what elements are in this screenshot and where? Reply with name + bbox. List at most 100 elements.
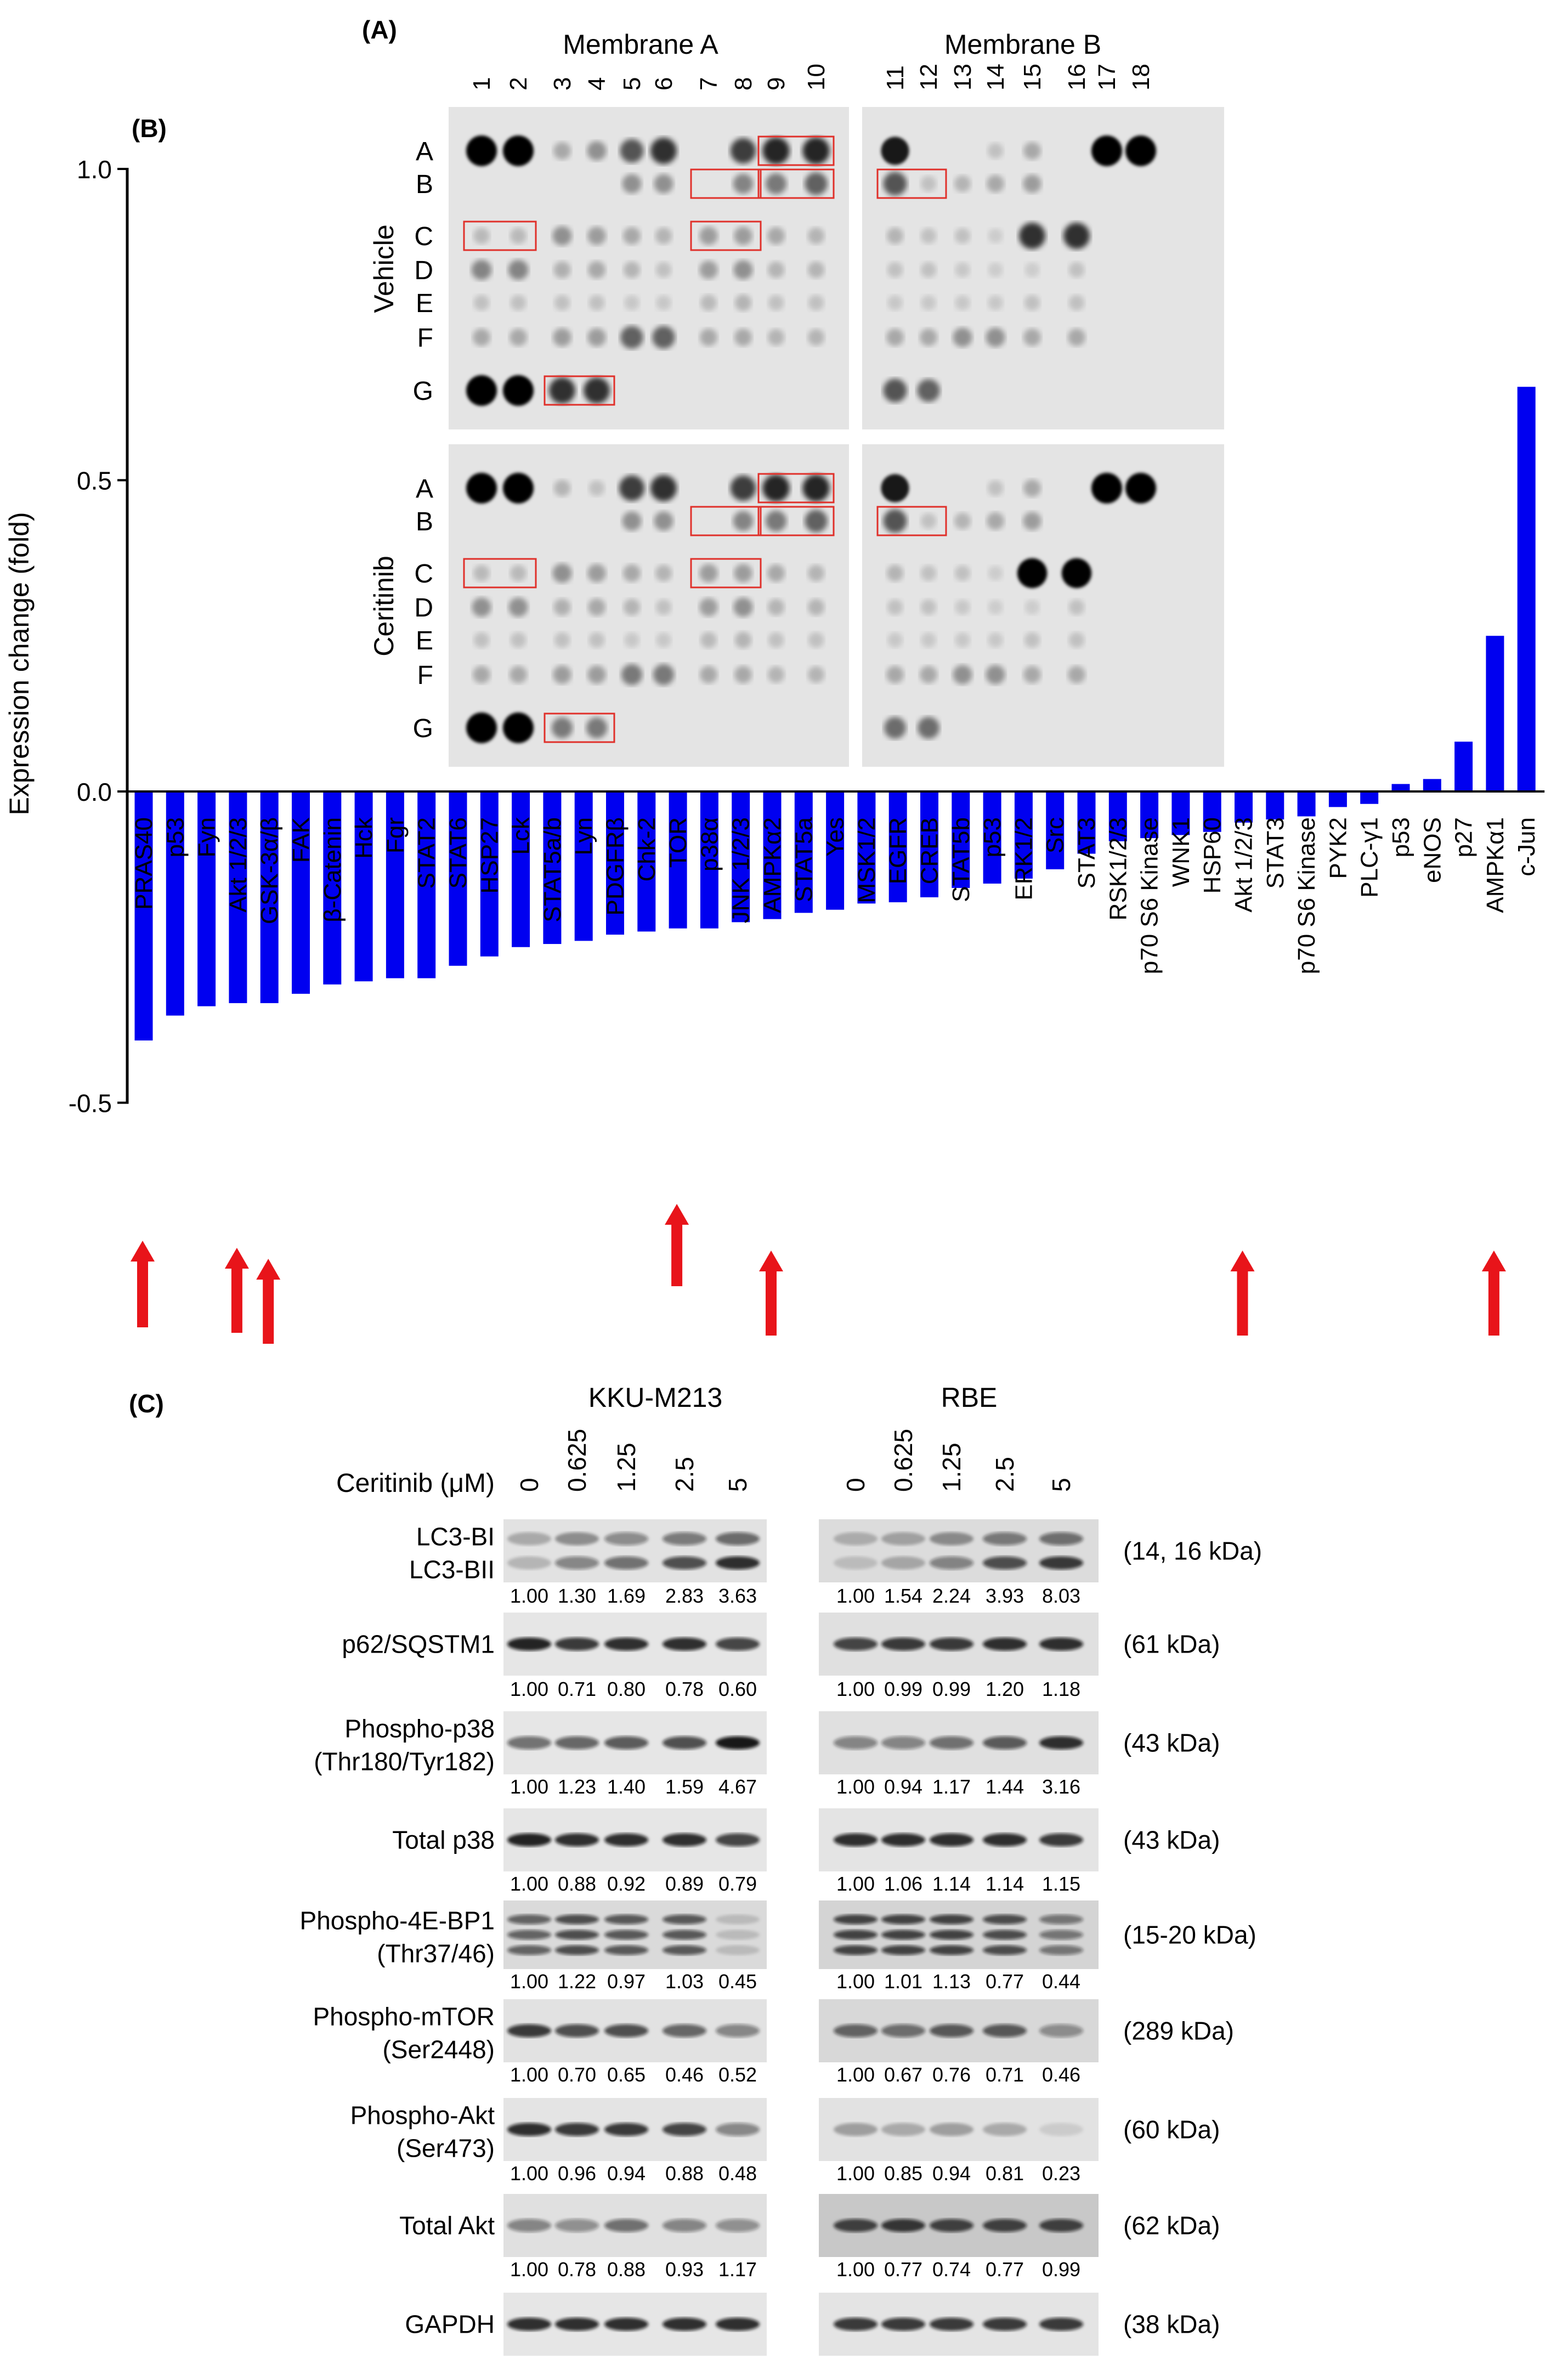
blot-label: (Ser473) [397,2134,495,2163]
membrane-b-ceritinib [862,444,1224,767]
ceritinib-dot [881,474,909,502]
blot-row-7: Total Akt 1.00 0.78 0.88 0.93 1.17 1.00 0.77 0.7… [399,2194,1220,2281]
band [716,1736,760,1750]
band [507,2024,551,2038]
band-value: 1.40 [607,1775,646,1798]
vehicle-dot [767,227,785,245]
ceritinib-dot [920,513,937,529]
bar-2 [197,791,216,1006]
vehicle-dot [768,295,784,311]
bar-41 [1423,779,1441,791]
bar-31 [1108,791,1127,841]
ceritinib-dot [986,665,1005,685]
band-value: 0.48 [718,2162,757,2185]
band-value: 1.13 [932,1970,971,1993]
band [834,1930,878,1940]
band-value: 0.46 [1042,2063,1080,2086]
x-tick-label-39: PLC-γ1 [1356,817,1383,898]
vehicle-dot [1063,223,1090,249]
vehicle-dot [987,143,1004,159]
concentration-label: 1.25 [937,1443,966,1492]
band [1039,2317,1083,2331]
bar-39 [1360,791,1379,804]
band [881,1930,925,1940]
x-tick-label-8: Fgr [382,817,409,853]
concentration-label: 0 [515,1478,544,1492]
arrow-up-icon [1230,1251,1255,1336]
x-tick-label-15: PDGFRβ [602,817,629,915]
vehicle-dot [510,295,527,311]
band [604,2219,648,2232]
panel-c-western-blots: KKU-M213 RBE Ceritinib (μM) 0 0.625 1.25 2.… [300,1382,1262,2356]
row-letter-G: G [413,714,433,743]
band [881,2123,925,2136]
band [555,1833,599,1847]
highlight-box [463,558,537,589]
vehicle-dot [733,173,754,194]
vehicle-dot [1125,135,1156,166]
row-letter-A: A [416,137,433,166]
blot-label: Phospho-4E-BP1 [300,1907,495,1935]
ceritinib-dot [553,479,571,497]
ceritinib-dot [988,632,1003,648]
membrane-b-title: Membrane B [944,29,1101,60]
row-letter-E: E [416,626,433,655]
band [983,1556,1027,1570]
x-tick-label-21: STAT5a [790,817,817,902]
bar-42 [1454,742,1473,791]
ceritinib-dot [883,509,907,533]
band-value: 0.88 [558,1873,596,1895]
bar-19 [732,791,750,923]
x-tick-label-40: p53 [1388,817,1414,857]
bar-7 [354,791,373,982]
band [834,1556,878,1570]
arrow-up-icon [665,1204,689,1286]
x-tick-label-0: PRAS40 [131,817,157,910]
ceritinib-dot [552,563,572,583]
bar-3 [229,791,247,1003]
band [604,1556,648,1570]
vehicle-dot [887,295,903,310]
band-value: 0.88 [607,2258,646,2281]
ceritinib-dot [953,665,972,685]
panel-label-c: (C) [129,1389,164,1418]
vehicle-dot [921,295,936,310]
band-value: 0.97 [607,1970,646,1993]
ceritinib-dot [619,475,645,501]
ceritinib-dot [734,666,752,683]
band [555,2317,599,2331]
bar-43 [1486,636,1504,791]
cell-line-kku-m213: KKU-M213 [588,1382,723,1413]
bar-14 [574,791,593,941]
concentration-label: 0.625 [563,1429,591,1492]
ceritinib-dot [734,564,752,582]
band [716,2219,760,2232]
band [507,1556,551,1570]
highlight-box [876,506,947,536]
x-tick-label-18: p38α [696,817,723,872]
x-tick-label-29: Src [1042,817,1069,853]
bar-34 [1203,791,1221,832]
band [663,2317,706,2331]
blot-label: LC3-BII [409,1556,495,1584]
panel-b-bar-chart: 1.0 0.5 0.0 -0.5 Expression change (fold) P… [4,155,1545,1344]
band [507,2317,551,2331]
vehicle-dot [954,175,971,193]
bar-29 [1046,791,1065,869]
ceritinib-dot [1125,473,1156,504]
band [604,1833,648,1847]
vehicle-dot [886,227,904,245]
ceritinib-dot [954,565,971,581]
band-value: 0.78 [665,1678,704,1700]
band [663,1556,706,1570]
treatment-label: Ceritinib (μM) [336,1469,495,1498]
x-tick-label-1: p53 [162,817,189,857]
x-tick-label-9: STAT2 [414,817,440,889]
x-tick-label-36: STAT3 [1262,817,1289,889]
vehicle-dot [1091,135,1122,166]
band-value: 1.59 [665,1775,704,1798]
ceritinib-dot [655,599,672,615]
bar-37 [1297,791,1316,817]
ceritinib-dot [1091,473,1122,504]
